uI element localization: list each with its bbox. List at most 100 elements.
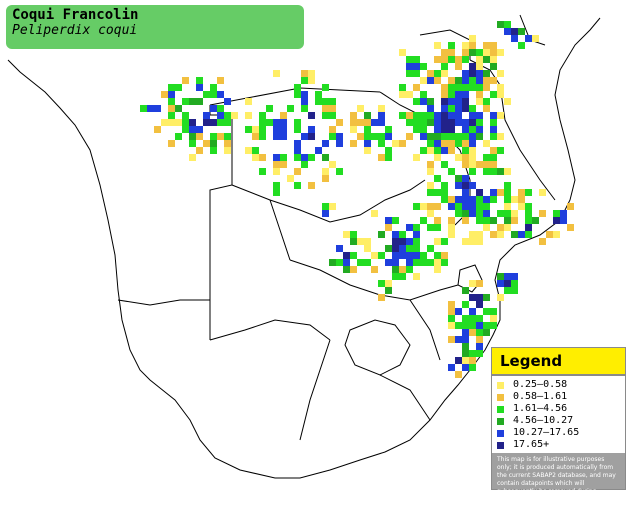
- occurrence-cell: [455, 77, 462, 84]
- occurrence-cell: [483, 154, 490, 161]
- occurrence-cell: [476, 203, 483, 210]
- occurrence-cell: [168, 98, 175, 105]
- occurrence-cell: [371, 266, 378, 273]
- occurrence-cell: [182, 98, 189, 105]
- occurrence-cell: [469, 119, 476, 126]
- occurrence-cell: [490, 189, 497, 196]
- occurrence-cell: [434, 259, 441, 266]
- occurrence-cell: [469, 112, 476, 119]
- occurrence-cell: [357, 133, 364, 140]
- occurrence-cell: [273, 133, 280, 140]
- occurrence-cell: [434, 154, 441, 161]
- occurrence-cell: [462, 189, 469, 196]
- occurrence-cell: [343, 266, 350, 273]
- occurrence-cell: [476, 280, 483, 287]
- occurrence-cell: [462, 329, 469, 336]
- occurrence-cell: [462, 364, 469, 371]
- occurrence-cell: [441, 182, 448, 189]
- occurrence-cell: [329, 133, 336, 140]
- occurrence-cell: [448, 140, 455, 147]
- occurrence-cell: [483, 98, 490, 105]
- occurrence-cell: [413, 70, 420, 77]
- occurrence-cell: [273, 189, 280, 196]
- legend-items: 0.25–0.58 0.58–1.61 1.61–4.56 4.56–10.27…: [492, 376, 625, 453]
- occurrence-cell: [427, 168, 434, 175]
- occurrence-cell: [413, 273, 420, 280]
- occurrence-cell: [280, 119, 287, 126]
- occurrence-cell: [476, 77, 483, 84]
- occurrence-cell: [210, 105, 217, 112]
- lesotho-border: [344, 319, 411, 376]
- occurrence-cell: [413, 224, 420, 231]
- occurrence-cell: [399, 140, 406, 147]
- occurrence-cell: [350, 112, 357, 119]
- occurrence-cell: [420, 126, 427, 133]
- occurrence-cell: [497, 273, 504, 280]
- occurrence-cell: [427, 112, 434, 119]
- occurrence-cell: [462, 238, 469, 245]
- occurrence-cell: [175, 84, 182, 91]
- occurrence-cell: [406, 238, 413, 245]
- occurrence-cell: [287, 175, 294, 182]
- occurrence-cell: [392, 266, 399, 273]
- occurrence-cell: [427, 224, 434, 231]
- occurrence-cell: [441, 119, 448, 126]
- occurrence-cell: [455, 84, 462, 91]
- occurrence-cell: [301, 98, 308, 105]
- occurrence-cell: [427, 182, 434, 189]
- occurrence-cell: [413, 56, 420, 63]
- occurrence-cell: [448, 98, 455, 105]
- occurrence-cell: [140, 105, 147, 112]
- occurrence-cell: [413, 126, 420, 133]
- occurrence-cell: [483, 70, 490, 77]
- occurrence-cell: [476, 112, 483, 119]
- occurrence-cell: [413, 63, 420, 70]
- occurrence-cell: [455, 133, 462, 140]
- occurrence-cell: [497, 147, 504, 154]
- occurrence-cell: [413, 98, 420, 105]
- occurrence-cell: [490, 196, 497, 203]
- occurrence-cell: [497, 49, 504, 56]
- occurrence-cell: [462, 84, 469, 91]
- occurrence-cell: [308, 154, 315, 161]
- occurrence-cell: [476, 63, 483, 70]
- occurrence-cell: [497, 21, 504, 28]
- occurrence-cell: [427, 140, 434, 147]
- occurrence-cell: [399, 266, 406, 273]
- occurrence-cell: [406, 259, 413, 266]
- occurrence-cell: [448, 217, 455, 224]
- occurrence-cell: [252, 126, 259, 133]
- occurrence-cell: [441, 56, 448, 63]
- occurrence-cell: [168, 105, 175, 112]
- occurrence-cell: [483, 77, 490, 84]
- occurrence-cell: [413, 203, 420, 210]
- occurrence-cell: [427, 105, 434, 112]
- occurrence-cell: [336, 168, 343, 175]
- occurrence-cell: [469, 63, 476, 70]
- occurrence-cell: [462, 105, 469, 112]
- occurrence-cell: [273, 70, 280, 77]
- occurrence-cell: [399, 238, 406, 245]
- occurrence-cell: [378, 231, 385, 238]
- occurrence-cell: [532, 217, 539, 224]
- occurrence-cell: [273, 119, 280, 126]
- occurrence-cell: [476, 98, 483, 105]
- occurrence-cell: [469, 161, 476, 168]
- occurrence-cell: [329, 161, 336, 168]
- occurrence-cell: [217, 119, 224, 126]
- occurrence-cell: [539, 189, 546, 196]
- occurrence-cell: [224, 119, 231, 126]
- occurrence-cell: [448, 42, 455, 49]
- occurrence-cell: [294, 154, 301, 161]
- occurrence-cell: [490, 322, 497, 329]
- occurrence-cell: [406, 266, 413, 273]
- occurrence-cell: [350, 266, 357, 273]
- occurrence-cell: [476, 238, 483, 245]
- occurrence-cell: [245, 98, 252, 105]
- occurrence-cell: [441, 252, 448, 259]
- occurrence-cell: [322, 175, 329, 182]
- occurrence-cell: [350, 252, 357, 259]
- occurrence-cell: [364, 133, 371, 140]
- occurrence-cell: [385, 154, 392, 161]
- occurrence-cell: [392, 259, 399, 266]
